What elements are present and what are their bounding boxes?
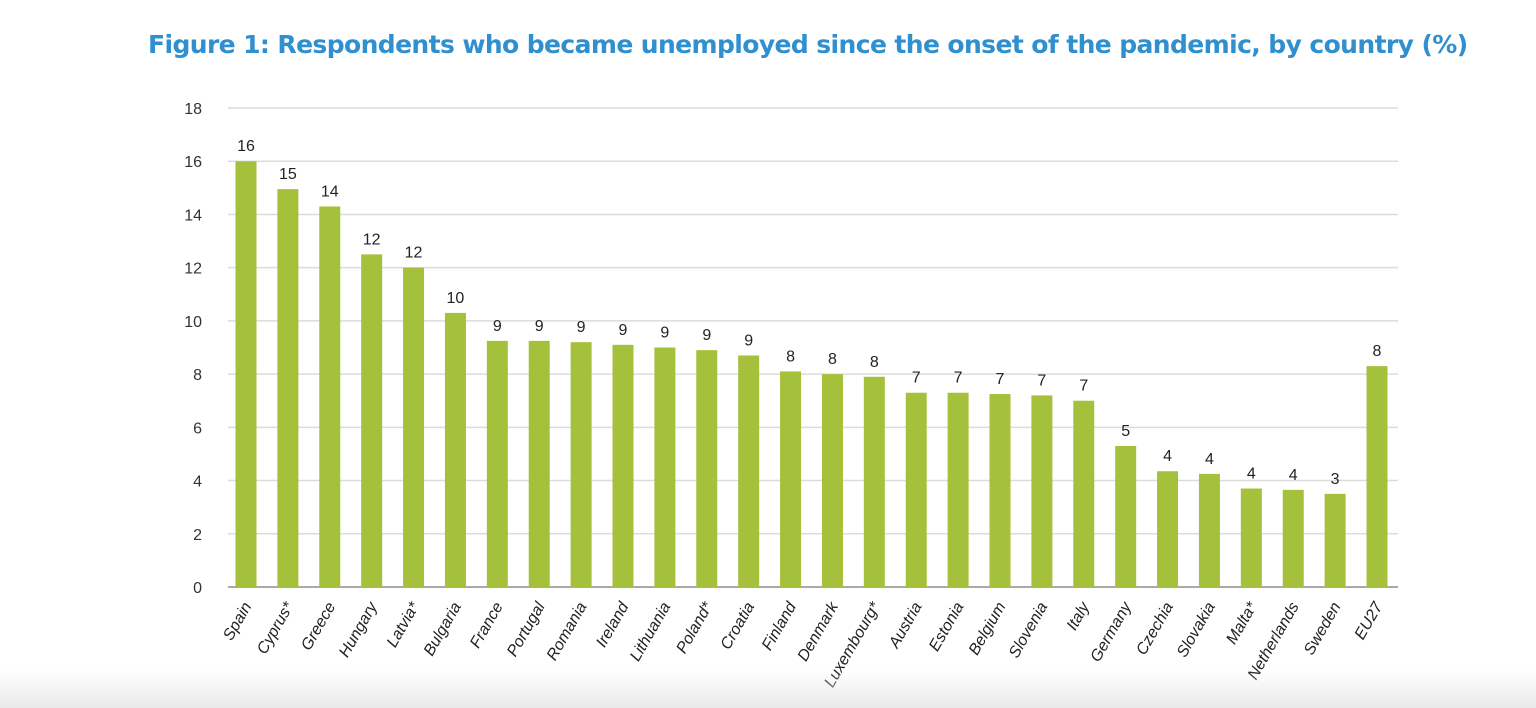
data-label: 9 [493,318,502,335]
category-label: Denmark [795,599,843,665]
data-label: 3 [1331,471,1340,488]
category-label: EU27 [1352,599,1387,643]
data-label: 4 [1289,467,1298,484]
bar-denmark [821,374,843,587]
bar-poland [696,350,718,587]
category-label: Slovenia [1006,599,1051,661]
category-label: Bulgaria [421,599,465,658]
bar-austria [905,392,927,587]
category-label: France [467,599,507,651]
data-label: 9 [702,327,711,344]
category-label: Cyprus* [254,599,298,657]
bar-cyprus [277,189,299,588]
bar-germany [1115,445,1137,587]
data-label: 9 [660,325,669,342]
category-label: Finland [759,599,801,654]
bar-belgium [989,394,1011,587]
y-tick-label: 4 [193,474,202,491]
data-label: 15 [279,166,297,183]
bar-lithuania [654,347,676,587]
bar-italy [1073,400,1095,587]
bar-bulgaria [444,312,466,587]
category-label: Germany [1088,599,1136,665]
bar-greece [319,206,341,587]
data-label: 12 [405,245,423,262]
data-label: 7 [1079,378,1088,395]
bar-slovakia [1198,473,1220,587]
data-label: 8 [1373,343,1382,360]
bottom-fade [0,670,1536,708]
data-label: 7 [912,370,921,387]
data-label: 8 [870,354,879,371]
bar-finland [780,371,802,587]
data-label: 9 [619,322,628,339]
y-tick-label: 2 [193,527,202,544]
y-tick-label: 10 [184,314,202,331]
data-label: 9 [535,318,544,335]
category-label: Croatia [718,599,759,652]
category-label: Malta* [1223,599,1261,647]
bar-croatia [738,355,760,587]
category-label: Lithuania [627,599,674,664]
y-tick-label: 18 [184,101,202,118]
bar-romania [570,342,592,587]
data-label: 10 [447,290,465,307]
data-label: 5 [1121,423,1130,440]
bar-luxembourg [863,376,885,587]
category-label: Estonia [926,599,967,654]
data-label: 7 [954,370,963,387]
bar-estonia [947,392,969,587]
y-tick-label: 6 [193,420,202,437]
data-label: 12 [363,231,381,248]
bar-czechia [1157,471,1179,587]
bar-slovenia [1031,395,1053,587]
category-label: Greece [298,599,339,653]
category-label: Romania [544,599,591,663]
category-label: Slovakia [1174,599,1219,660]
data-label: 16 [237,138,255,155]
data-label: 4 [1205,451,1214,468]
category-label: Czechia [1133,599,1177,658]
data-label: 7 [1037,372,1046,389]
chart-title: Figure 1: Respondents who became unemplo… [148,30,1468,59]
data-label: 4 [1163,448,1172,465]
category-label: Poland* [673,599,716,657]
data-label: 8 [828,351,837,368]
category-label: Hungary [336,599,381,661]
bar-hungary [361,254,383,587]
y-tick-label: 8 [193,367,202,384]
data-label: 9 [744,332,753,349]
data-label: 8 [786,348,795,365]
bar-malta [1240,488,1262,587]
y-tick-label: 14 [184,207,202,224]
bar-eu27 [1366,366,1388,587]
data-label: 9 [577,319,586,336]
data-label: 7 [996,371,1005,388]
category-label: Portugal [504,599,549,659]
bar-latvia [403,267,425,587]
bar-portugal [528,340,550,587]
bar-netherlands [1282,489,1304,587]
bar-spain [235,161,257,587]
category-label: Spain [220,599,255,643]
category-label: Austria [886,599,926,652]
bar-france [486,340,508,587]
bar-ireland [612,344,634,587]
y-tick-label: 12 [184,261,202,278]
category-label: Ireland [593,599,633,651]
category-label: Latvia* [384,599,424,651]
data-label: 4 [1247,466,1256,483]
category-label: Italy [1064,599,1094,634]
category-label: Belgium [966,600,1010,659]
category-label: Sweden [1301,599,1345,658]
y-tick-label: 16 [184,154,202,171]
y-tick-label: 0 [193,580,202,597]
bar-sweden [1324,493,1346,587]
data-label: 14 [321,183,339,200]
